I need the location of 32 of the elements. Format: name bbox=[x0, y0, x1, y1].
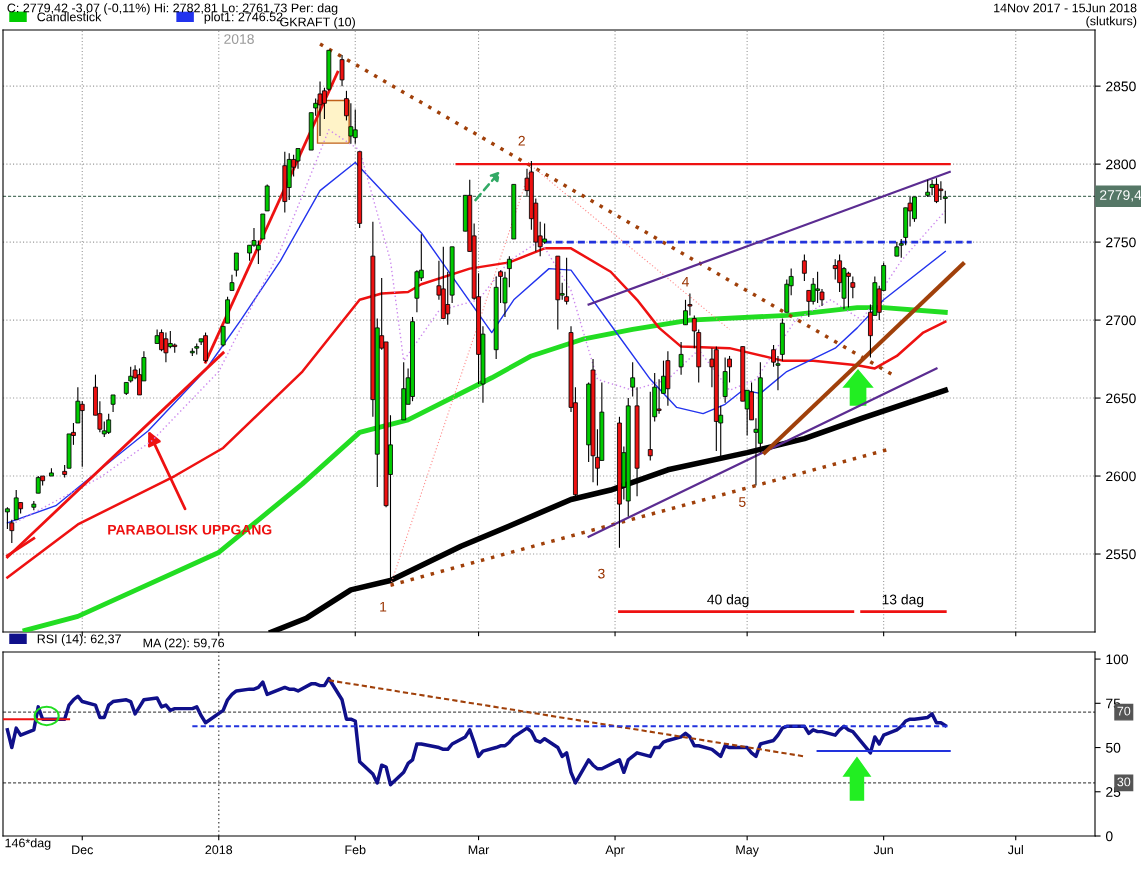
annotation: 3 bbox=[598, 568, 605, 579]
y-tick-label: 0 bbox=[1105, 831, 1113, 842]
y-tick-label: 2750 bbox=[1106, 237, 1136, 248]
annotation: 2018 bbox=[224, 34, 254, 44]
annotation: 2 bbox=[518, 135, 525, 146]
x-tick-label: Dec bbox=[72, 845, 94, 855]
text: 146*dag bbox=[5, 838, 51, 850]
ref-line-label: 2779,4 bbox=[1100, 190, 1141, 202]
x-tick-label: Mar bbox=[468, 845, 490, 855]
legend-label: RSI (14): 62,37 bbox=[37, 634, 121, 646]
y-tick-label: 2700 bbox=[1106, 315, 1136, 326]
y-tick-label: 100 bbox=[1106, 654, 1129, 665]
y-tick-label: 2650 bbox=[1106, 393, 1136, 404]
annotation: 13 dag bbox=[882, 594, 924, 608]
x-tick-label: May bbox=[736, 845, 759, 857]
y-tick-label: 2600 bbox=[1106, 471, 1136, 482]
y-tick-label: 2550 bbox=[1106, 549, 1136, 560]
x-tick-label: Feb bbox=[345, 845, 366, 855]
text: (slutkurs) bbox=[1086, 16, 1137, 28]
y-tick-label: 50 bbox=[1105, 742, 1121, 753]
annotation: 40 dag bbox=[707, 594, 749, 608]
annotation: 4 bbox=[681, 276, 689, 287]
x-tick-label: Apr bbox=[605, 845, 625, 857]
y-tick-label: 2800 bbox=[1106, 159, 1136, 170]
text: 14Nov 2017 - 15Jun 2018 bbox=[994, 3, 1137, 13]
annotation: 5 bbox=[738, 497, 746, 507]
x-tick-label: Jul bbox=[1007, 845, 1023, 855]
y-tick-label: 2850 bbox=[1106, 81, 1136, 92]
x-tick-label: 2018 bbox=[205, 845, 233, 855]
text: MA (22): 59,76 bbox=[143, 638, 225, 650]
x-tick-label: Jun bbox=[873, 845, 893, 855]
annotation: 1 bbox=[380, 601, 387, 612]
